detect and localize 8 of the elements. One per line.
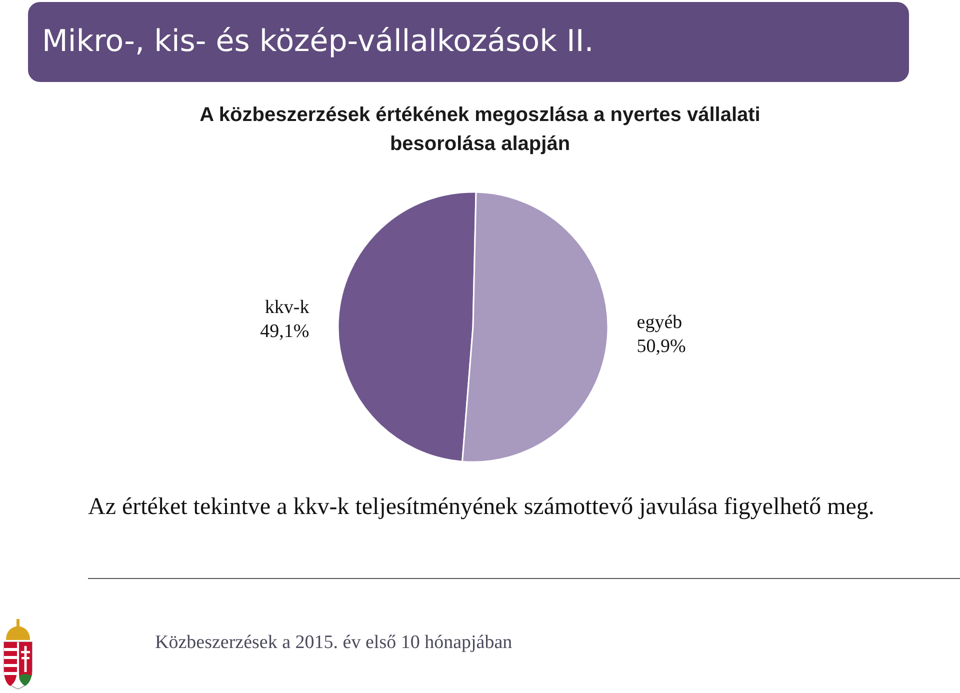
slice-label: kkv-k [264, 297, 310, 318]
slice-label: egyéb [636, 312, 682, 333]
text: Közbeszerzések a 2015. év első 10 hónapjában [155, 632, 512, 654]
data-label: 49,1% [260, 321, 310, 342]
chart-subtitle: A közbeszerzések értékének megoszlása a nyertes vállalati besorolása alapján [198, 103, 762, 157]
chart-title: Mikro-, kis- és közép-vállalkozások II. [42, 24, 594, 59]
text: Az értéket tekintve a kkv-k teljesítményének számottevő javulása figyelhető meg. [88, 494, 874, 521]
data-label: 50,9% [636, 336, 686, 357]
